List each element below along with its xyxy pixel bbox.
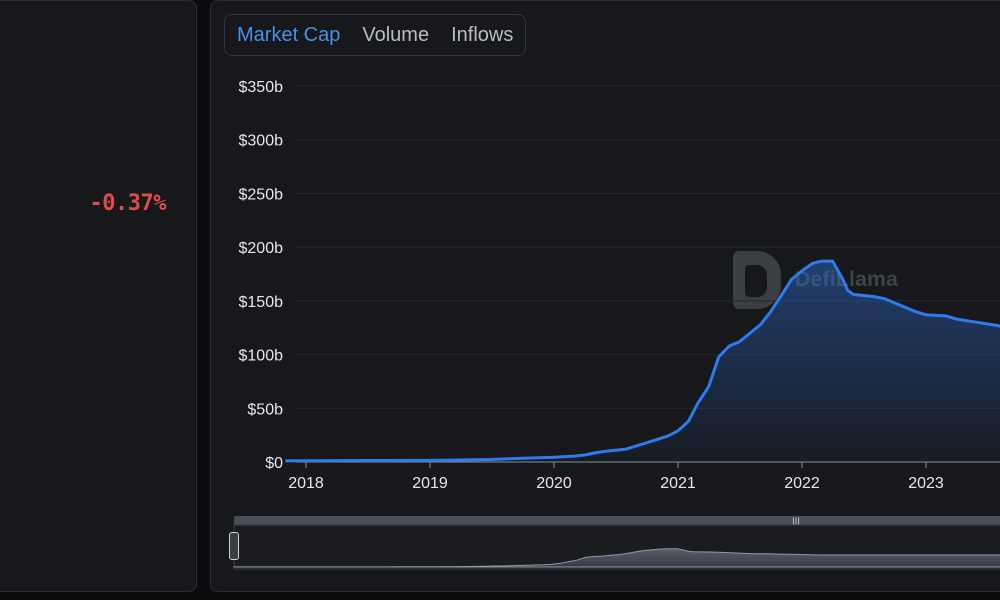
y-tick-label: $300b: [239, 133, 284, 150]
series-line[interactable]: [285, 259, 1000, 463]
chart-tabs: Market Cap Volume Inflows: [224, 14, 527, 56]
x-tick-label: 2019: [412, 475, 448, 492]
navigator-series: [233, 548, 1000, 568]
chart-card: Market Cap Volume Inflows DefiLlama $0 $5…: [210, 0, 1000, 592]
tab-inflows[interactable]: Inflows: [451, 23, 514, 46]
tab-market-cap[interactable]: Market Cap: [237, 23, 341, 46]
summary-card: -0.37%: [0, 0, 197, 592]
y-tick-label: $250b: [239, 186, 284, 203]
range-navigator[interactable]: |||: [233, 516, 1000, 570]
y-tick-label: $0: [265, 455, 283, 472]
market-cap-chart: $0 $50b $100b $150b $200b $250b $300b $350b 201…: [233, 79, 1000, 570]
y-tick-label: $150b: [239, 294, 284, 311]
tab-volume[interactable]: Volume: [362, 23, 430, 46]
y-tick-label: $50b: [247, 401, 283, 418]
x-tick-label: 2021: [660, 475, 696, 492]
x-tick-label: 2020: [536, 475, 572, 492]
x-tick-label: 2023: [908, 475, 944, 492]
navigator-scrollbar[interactable]: [234, 516, 1000, 525]
y-tick-label: $100b: [239, 348, 284, 365]
x-tick-label: 2022: [784, 475, 820, 492]
change-percent: -0.37%: [89, 191, 167, 216]
y-tick-label: $350b: [239, 79, 284, 96]
navigator-left-handle[interactable]: [229, 532, 239, 560]
scrollbar-grip-icon: |||: [792, 517, 800, 526]
x-tick-label: 2018: [288, 475, 324, 492]
y-tick-label: $200b: [239, 240, 284, 257]
series-area-fill: [285, 261, 1000, 462]
